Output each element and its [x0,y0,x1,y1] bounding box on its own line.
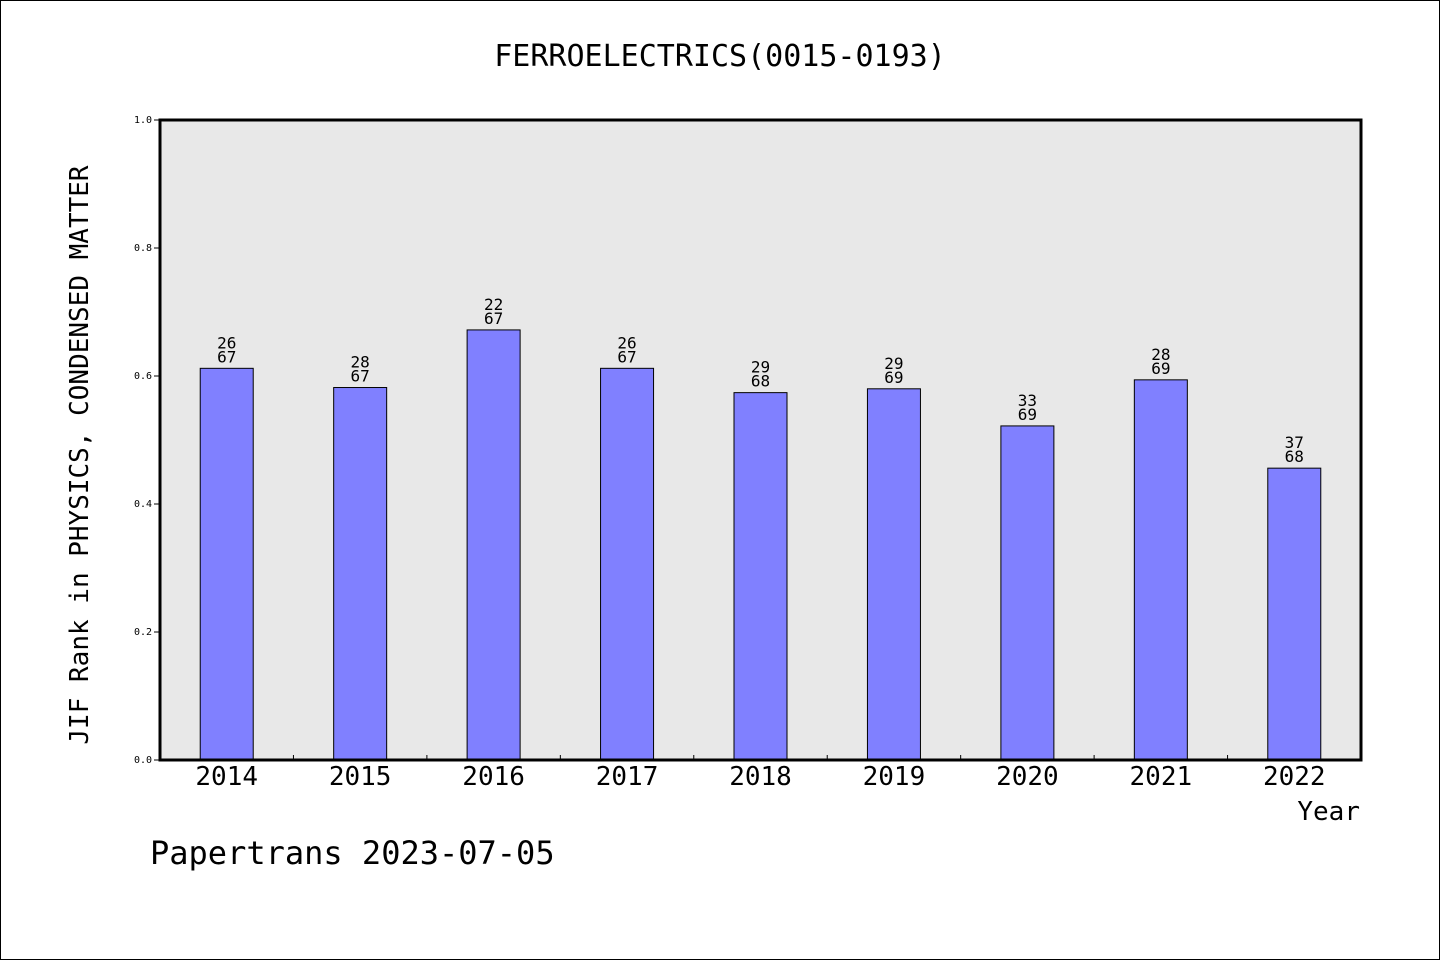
bar-2018 [733,392,788,761]
y-tick-label: 0.8 [134,243,152,254]
bar-2015 [333,387,388,761]
bar-2017 [600,367,655,761]
bar-rank-label: 26 [617,333,636,352]
bar-total-label: 67 [484,309,503,328]
plot-border [158,118,1363,762]
bar-series [199,329,1322,761]
y-tick-label: 0.4 [134,499,152,510]
bar-2021 [1133,379,1188,761]
bar-total-label: 69 [884,368,903,387]
y-tick-label: 0.6 [134,371,152,382]
footer-credit: Papertrans 2023-07-05 [150,834,555,872]
bar-rank-label: 29 [751,358,770,377]
y-axis-ticks: 0.0 0.2 0.4 0.6 0.8 1.0 [134,115,160,766]
bar-2019 [866,388,921,761]
x-tick-label: 2021 [1130,762,1193,792]
bar-rank-label: 28 [1151,345,1170,364]
x-axis-label: Year [1297,797,1360,827]
bar-2014 [199,367,254,761]
x-tick-label: 2017 [596,762,659,792]
bar-total-label: 69 [1151,359,1170,378]
bar-total-label: 67 [217,347,236,366]
y-axis-label: JIF Rank in PHYSICS, CONDENSED MATTER [65,165,95,745]
x-tick-label: 2016 [462,762,525,792]
bar-rank-label: 29 [884,354,903,373]
bar-rank-label: 28 [351,353,370,372]
bar-rank-label: 33 [1018,391,1037,410]
bar-rank-label: 22 [484,295,503,314]
y-tick-label: 0.0 [134,755,152,766]
bar-rank-label: 37 [1285,433,1304,452]
bar-total-label: 67 [617,347,636,366]
bar-total-label: 68 [1285,447,1304,466]
y-tick-label: 0.2 [134,627,152,638]
x-tick-label: 2014 [195,762,258,792]
chart-title: FERROELECTRICS(0015-0193) [494,39,946,74]
bar-2016 [466,329,521,761]
x-axis-tick-labels: 2014 2015 2016 2017 2018 2019 2020 2021 2022 [195,762,1325,792]
bar-total-label: 67 [351,367,370,386]
y-tick-label: 1.0 [134,115,152,126]
x-tick-label: 2022 [1263,762,1326,792]
bar-total-label: 68 [751,372,770,391]
x-tick-label: 2018 [729,762,792,792]
bar-rank-label: 26 [217,333,236,352]
x-tick-label: 2019 [863,762,926,792]
bar-2020 [1000,425,1055,761]
bar-total-label: 69 [1018,405,1037,424]
bar-2022 [1267,467,1322,761]
x-tick-label: 2015 [329,762,392,792]
x-tick-label: 2020 [996,762,1059,792]
